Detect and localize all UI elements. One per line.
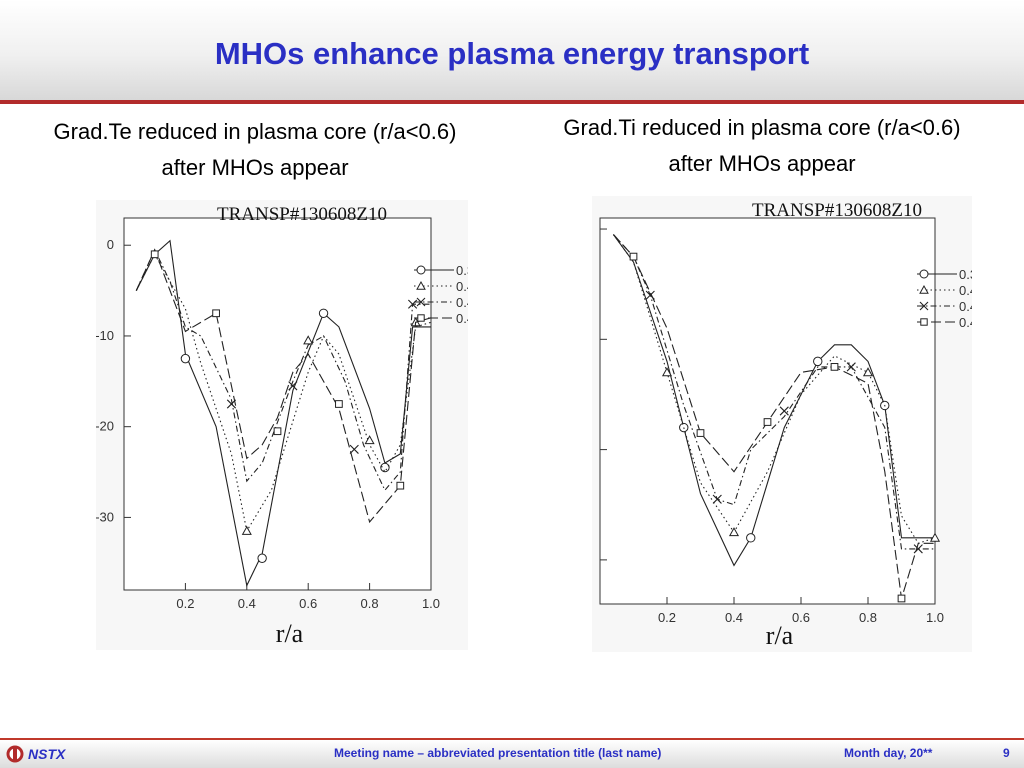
ti-marker-0.42s bbox=[763, 418, 772, 426]
te-marker-0.39s bbox=[180, 353, 191, 364]
ti-marker-0.42s bbox=[696, 429, 705, 437]
te-marker-0.42s bbox=[212, 309, 220, 318]
ti-xlabel: r/a bbox=[766, 621, 794, 650]
ti-legend-label: 0.41s bbox=[959, 299, 972, 314]
ti-plot-frame bbox=[599, 217, 936, 605]
ti-marker-0.42s bbox=[897, 594, 906, 603]
te-legend-label: 0.39s bbox=[456, 263, 468, 278]
header-divider bbox=[0, 100, 1024, 104]
ti-marker-0.39s bbox=[746, 533, 756, 543]
ti-xtick-label: 1.0 bbox=[926, 610, 944, 625]
te-series-line-0.42s bbox=[135, 248, 432, 524]
ti-series-line-0.41s bbox=[612, 234, 935, 550]
ti-legend-marker-0.41s bbox=[919, 301, 929, 311]
nstx-logo-text: NSTX bbox=[28, 746, 67, 762]
te-marker-0.41s bbox=[349, 444, 359, 454]
te-legend-label: 0.40s bbox=[456, 279, 468, 294]
ti-legend-marker-0.40s bbox=[919, 284, 929, 294]
te-ytick-label: -20 bbox=[96, 419, 114, 434]
te-marker-0.41s bbox=[288, 381, 298, 391]
te-plot-frame bbox=[123, 217, 432, 591]
footer-page-number: 9 bbox=[1003, 746, 1010, 760]
te-legend-marker-0.42s bbox=[417, 314, 425, 322]
ti-legend-marker-0.42s bbox=[920, 318, 928, 326]
te-legend-label: 0.42s bbox=[456, 311, 468, 326]
ti-marker-0.41s bbox=[913, 544, 923, 554]
te-legend-label: 0.41s bbox=[456, 295, 468, 310]
ti-xtick-label: 0.4 bbox=[725, 610, 743, 625]
te-xtick-label: 0.4 bbox=[238, 596, 256, 611]
te-marker-0.40s bbox=[303, 335, 314, 345]
chart-ti-gradient: TRANSP#130608Z100-10-20-300.20.40.60.81.… bbox=[592, 196, 972, 652]
ti-legend-marker-0.39s bbox=[919, 269, 929, 279]
te-xtick-label: 0.8 bbox=[361, 596, 379, 611]
ti-marker-0.42s bbox=[830, 363, 839, 371]
te-marker-0.40s bbox=[241, 525, 252, 535]
ti-marker-0.40s bbox=[862, 367, 874, 377]
footer-meeting: Meeting name – abbreviated presentation … bbox=[334, 746, 662, 760]
ti-marker-0.41s bbox=[712, 494, 722, 504]
caption-right-line2: after MHOs appear bbox=[668, 151, 856, 176]
te-xlabel: r/a bbox=[276, 619, 304, 648]
te-ytick-label: 0 bbox=[107, 237, 114, 252]
ti-marker-0.41s bbox=[779, 406, 789, 416]
caption-left: Grad.Te reduced in plasma core (r/a<0.6)… bbox=[14, 114, 496, 186]
caption-left-line2: after MHOs appear bbox=[161, 155, 349, 180]
slide-title: MHOs enhance plasma energy transport bbox=[214, 36, 810, 71]
ti-xtick-label: 0.8 bbox=[859, 610, 877, 625]
ti-legend-label: 0.42s bbox=[959, 315, 972, 330]
slide-header bbox=[0, 0, 1024, 100]
te-marker-0.39s bbox=[257, 553, 267, 563]
te-xtick-label: 0.6 bbox=[299, 596, 317, 611]
nstx-logo: NSTX bbox=[6, 745, 67, 763]
te-marker-0.42s bbox=[396, 481, 405, 490]
te-marker-0.42s bbox=[335, 400, 343, 408]
te-legend-marker-0.41s bbox=[416, 297, 426, 307]
te-ytick-label: -10 bbox=[96, 328, 114, 343]
te-marker-0.40s bbox=[364, 435, 375, 445]
ti-marker-0.41s bbox=[846, 362, 856, 372]
caption-left-line1: Grad.Te reduced in plasma core (r/a<0.6) bbox=[53, 119, 457, 144]
te-series-line-0.39s bbox=[135, 239, 431, 588]
te-series-line-0.41s bbox=[135, 248, 431, 492]
footer-date: Month day, 20** bbox=[844, 746, 933, 760]
ti-legend-label: 0.39s bbox=[959, 267, 972, 282]
footer-divider bbox=[0, 738, 1024, 740]
ti-legend-label: 0.40s bbox=[959, 283, 972, 298]
te-marker-0.42s bbox=[150, 250, 159, 259]
te-ytick-label: -30 bbox=[96, 509, 114, 524]
ti-marker-0.42s bbox=[629, 252, 638, 261]
ti-marker-0.40s bbox=[929, 532, 941, 542]
caption-right: Grad.Ti reduced in plasma core (r/a<0.6)… bbox=[522, 110, 1002, 182]
te-legend-marker-0.40s bbox=[416, 280, 426, 290]
te-series-line-0.40s bbox=[135, 253, 432, 533]
ti-marker-0.40s bbox=[728, 527, 740, 537]
te-legend-marker-0.39s bbox=[416, 265, 426, 275]
te-marker-0.39s bbox=[318, 308, 329, 318]
ti-xtick-label: 0.2 bbox=[658, 610, 676, 625]
te-xtick-label: 1.0 bbox=[422, 596, 440, 611]
te-marker-0.42s bbox=[273, 427, 282, 436]
te-marker-0.41s bbox=[407, 299, 418, 309]
ti-title: TRANSP#130608Z10 bbox=[752, 200, 922, 221]
ti-marker-0.39s bbox=[813, 356, 823, 367]
nstx-logo-bar-icon bbox=[13, 747, 17, 761]
te-marker-0.39s bbox=[380, 462, 390, 473]
ti-marker-0.40s bbox=[661, 367, 673, 377]
ti-xtick-label: 0.6 bbox=[792, 610, 810, 625]
caption-right-line1: Grad.Ti reduced in plasma core (r/a<0.6) bbox=[563, 115, 961, 140]
slide-footer bbox=[0, 740, 1024, 768]
te-xtick-label: 0.2 bbox=[176, 596, 194, 611]
chart-te-gradient: TRANSP#130608Z10 0 -10 -20 -30 0.2 0.4 0.6 0.8 1.… bbox=[96, 200, 468, 650]
te-title: TRANSP#130608Z10 bbox=[217, 204, 387, 225]
